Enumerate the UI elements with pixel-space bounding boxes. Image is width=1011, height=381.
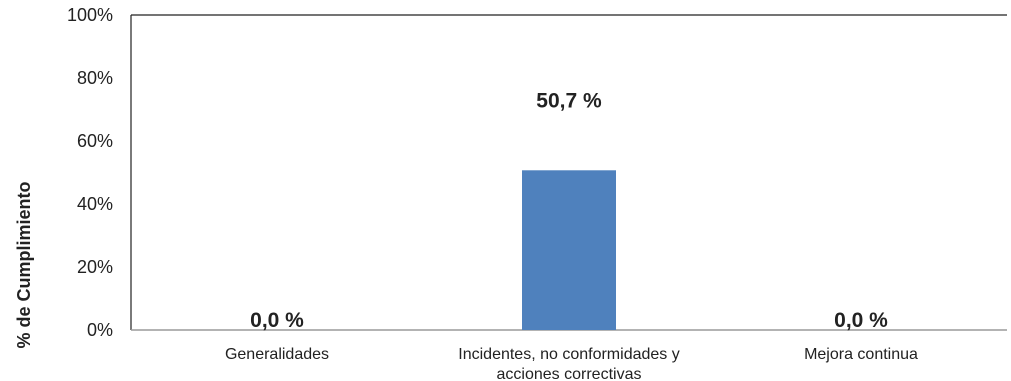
- bar: [522, 170, 616, 330]
- x-tick-label: Incidentes, no conformidades y: [458, 346, 679, 363]
- x-tick-label: Generalidades: [225, 346, 329, 363]
- y-axis: 0% 20% 40% 60% 80% 100%: [67, 5, 113, 340]
- y-tick-label: 100%: [67, 5, 113, 25]
- bars: [522, 170, 616, 330]
- data-label: 0,0 %: [834, 309, 888, 332]
- data-label: 50,7 %: [536, 89, 602, 112]
- y-tick-label: 0%: [87, 320, 113, 340]
- y-axis-title: % de Cumplimiento: [14, 181, 34, 348]
- x-axis: Generalidades Incidentes, no conformidade…: [225, 346, 918, 381]
- x-tick-label: Mejora continua: [804, 346, 918, 363]
- y-tick-label: 60%: [77, 131, 113, 151]
- data-label: 0,0 %: [250, 309, 304, 332]
- x-tick-label: acciones correctivas: [497, 366, 642, 381]
- y-tick-label: 20%: [77, 257, 113, 277]
- y-tick-label: 80%: [77, 68, 113, 88]
- y-tick-label: 40%: [77, 194, 113, 214]
- data-labels: 0,0 % 50,7 % 0,0 %: [250, 89, 888, 332]
